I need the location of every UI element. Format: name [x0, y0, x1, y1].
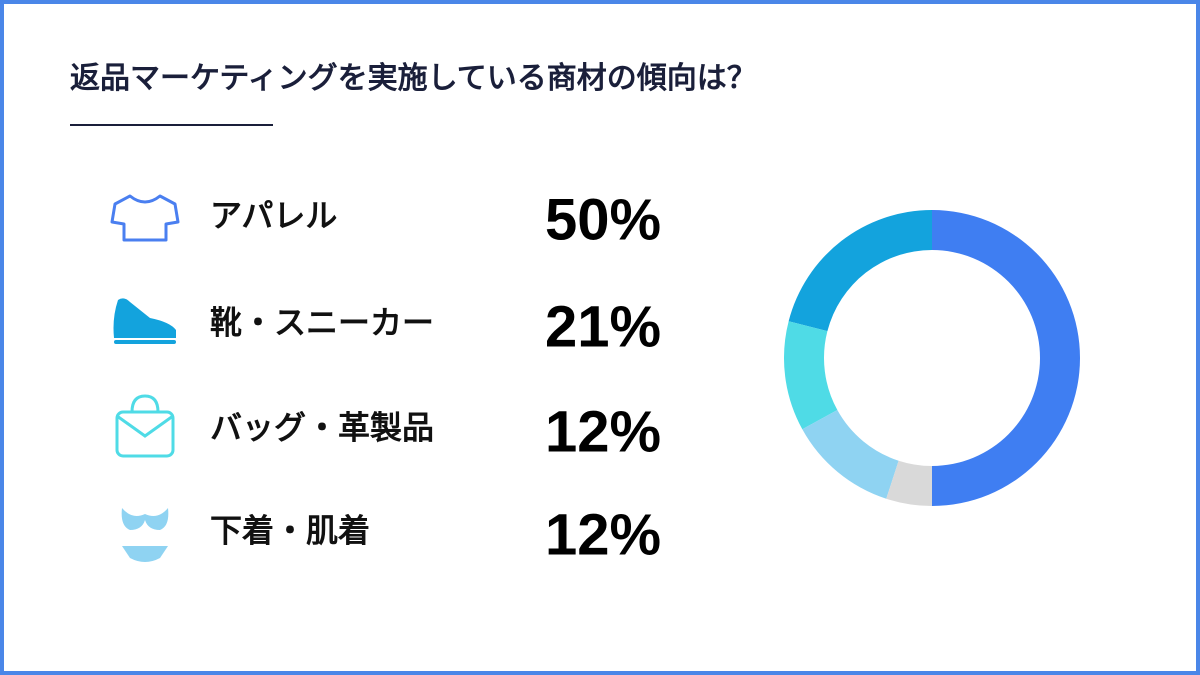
donut-slice [788, 210, 932, 332]
value-label: 12% [545, 502, 661, 567]
category-label: 靴・スニーカー [210, 304, 434, 340]
underwear-icon [121, 508, 169, 562]
donut-slice [784, 321, 838, 430]
value-label: 21% [545, 294, 661, 359]
donut-slice [932, 210, 1080, 506]
chart-title: 返品マーケティングを実施している商材の傾向は？ [70, 62, 757, 95]
shirt-icon [110, 194, 180, 242]
donut-slice [802, 410, 899, 499]
category-label: 下着・肌着 [210, 512, 370, 548]
category-label: バッグ・革製品 [210, 409, 434, 445]
value-label: 50% [545, 187, 661, 252]
donut-slice [886, 460, 932, 506]
bag-icon [115, 394, 175, 458]
value-label: 12% [545, 399, 661, 464]
shoe-icon [113, 298, 176, 344]
category-label: アパレル [210, 197, 337, 233]
